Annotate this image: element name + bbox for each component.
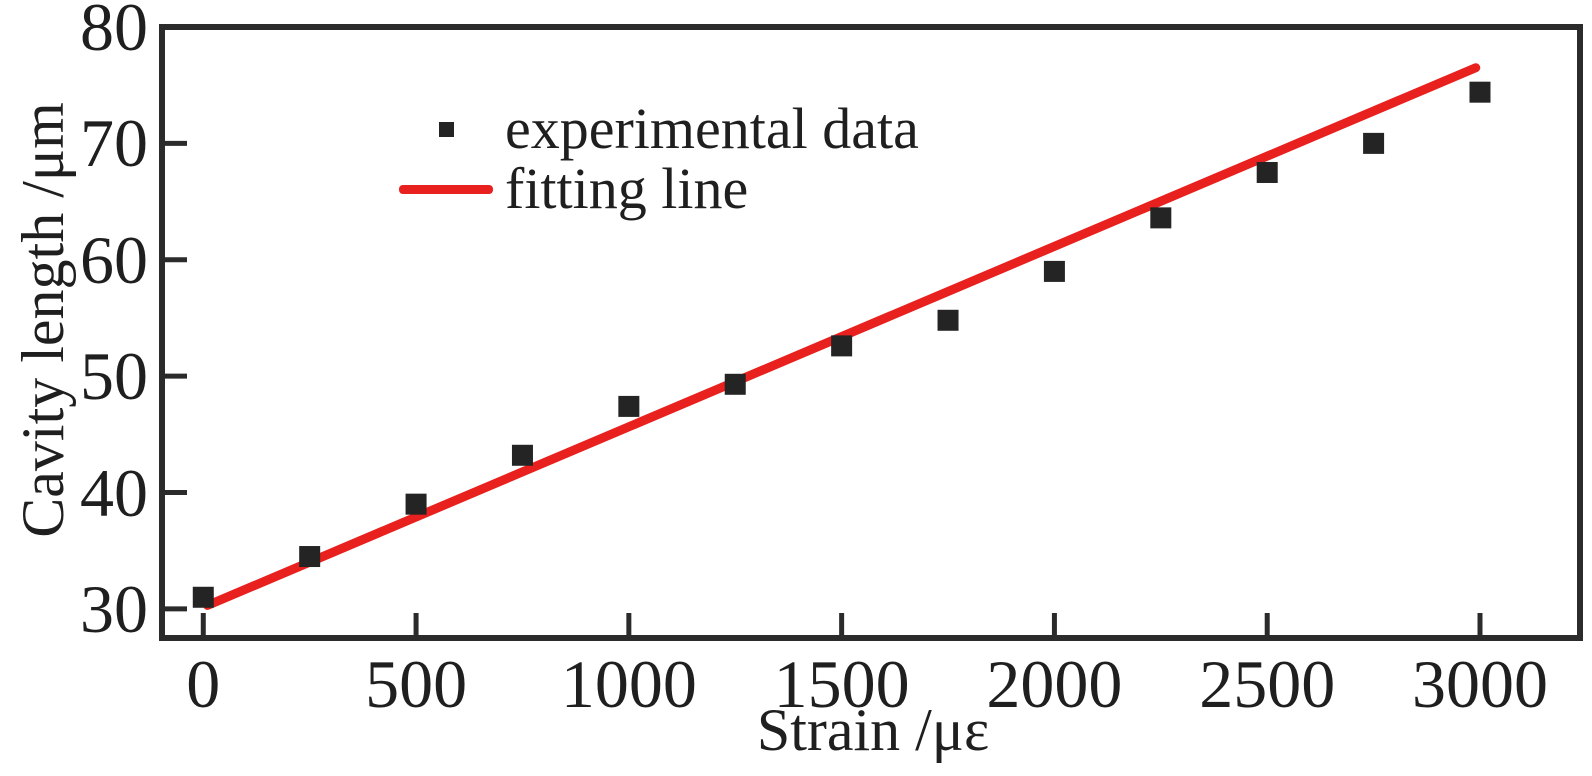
x-tick-label: 1000 [560,646,697,722]
x-tick-label: 2000 [986,646,1123,722]
data-point-square [192,586,214,608]
y-tick-label: 80 [80,0,148,65]
scatter-marker-icon [438,121,454,137]
legend-label-fitting-line: fitting line [505,156,749,221]
y-tick-label: 30 [80,570,148,647]
data-point-square [831,335,853,357]
legend-entry-experimental-data: experimental data [399,99,919,159]
y-tick-label: 60 [80,221,148,298]
data-point-square [1256,161,1278,183]
y-tick-label: 50 [80,338,148,415]
data-point-square [1150,207,1172,229]
legend-icon-col [399,184,493,194]
data-point-square [405,493,427,515]
x-tick-label: 3000 [1411,646,1548,722]
plot-frame [159,24,1583,641]
data-point-square [511,444,533,466]
x-tick-label: 0 [186,646,221,722]
y-tick-label: 70 [80,105,148,182]
fit-line-icon [399,184,493,194]
data-point-square [1043,260,1065,282]
x-tick-label: 1500 [773,646,910,722]
data-point-square [1363,132,1385,154]
x-axis-title: Strain /με [756,697,990,763]
y-axis-title: Cavity length /μm [10,102,76,538]
x-tick-label: 2500 [1199,646,1336,722]
legend: experimental data fitting line [399,99,919,219]
y-tick-label: 40 [80,454,148,531]
data-point-square [724,373,746,395]
data-point-square [937,309,959,331]
data-point-square [1469,81,1491,103]
x-tick-label: 500 [365,646,468,722]
legend-icon-col [399,121,493,137]
legend-entry-fitting-line: fitting line [399,159,919,219]
legend-label-experimental-data: experimental data [505,96,919,161]
data-point-square [299,546,321,568]
data-point-square [618,395,640,417]
